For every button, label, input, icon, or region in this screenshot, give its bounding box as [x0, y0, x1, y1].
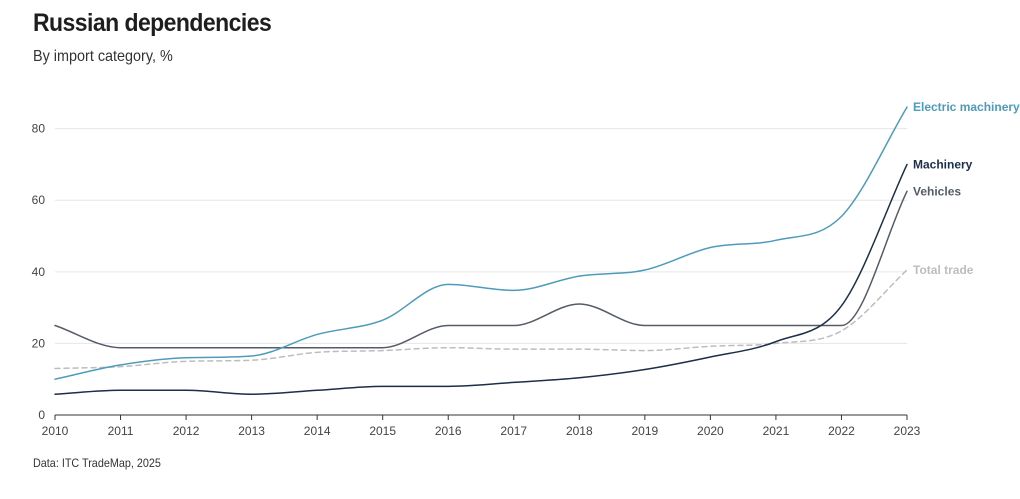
x-tick-label: 2021	[763, 424, 790, 438]
series-line-total-trade	[54, 269, 908, 370]
series-line-vehicles	[54, 190, 908, 349]
series-labels: Electric machinery Machinery Vehicles Total…	[913, 100, 1020, 277]
gridlines	[55, 128, 907, 344]
series-line-electric-machinery	[54, 106, 908, 380]
x-tick-label: 2015	[369, 424, 396, 438]
y-tick-label: 40	[32, 265, 46, 279]
chart-subtitle: By import category, %	[33, 48, 173, 65]
series-label-electric-machinery: Electric machinery	[913, 100, 1020, 114]
series-label-vehicles: Vehicles	[913, 184, 961, 198]
x-tick-label: 2023	[894, 424, 921, 438]
x-tick-label: 2017	[500, 424, 527, 438]
x-tick-label: 2020	[697, 424, 724, 438]
x-tick-label: 2018	[566, 424, 593, 438]
x-tick-label: 2011	[108, 424, 134, 438]
y-tick-label: 80	[32, 122, 46, 136]
series-line-machinery	[54, 163, 908, 395]
x-tick-label: 2013	[238, 424, 265, 438]
series-label-machinery: Machinery	[913, 157, 973, 171]
y-tick-label: 60	[32, 193, 46, 207]
x-tick-label: 2010	[42, 424, 69, 438]
series-label-total-trade: Total trade	[913, 263, 974, 277]
source-note: Data: ITC TradeMap, 2025	[33, 456, 161, 470]
series-lines	[54, 106, 908, 395]
x-tick-label: 2014	[304, 424, 331, 438]
x-tick-label: 2012	[173, 424, 200, 438]
y-axis: 0 20 40 60 80	[32, 122, 46, 422]
x-tick-label: 2019	[631, 424, 658, 438]
y-tick-label: 20	[32, 336, 46, 350]
chart-title: Russian dependencies	[33, 9, 272, 37]
y-tick-label: 0	[38, 408, 45, 422]
x-tick-label: 2022	[828, 424, 855, 438]
x-axis: 2010 2011 2012 2013 2014 2015 2016 2017 2018 2019…	[42, 414, 921, 438]
x-tick-label: 2016	[435, 424, 462, 438]
